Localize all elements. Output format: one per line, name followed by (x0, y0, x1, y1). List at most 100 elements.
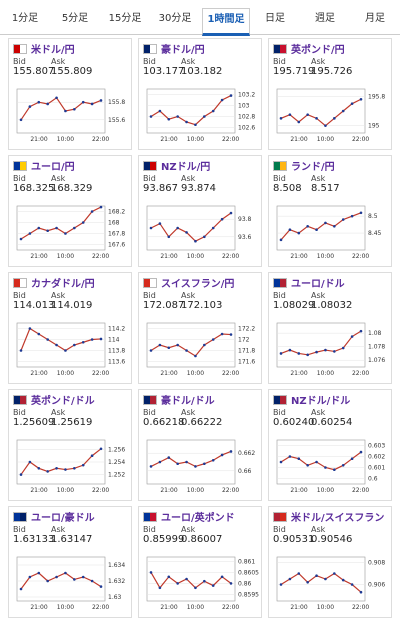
quote-card[interactable]: NZドル/円 Bid Ask 93.867 93.874 93.8 93.6 21:00 10:… (138, 155, 262, 267)
ask-price: 172.103 (181, 300, 223, 311)
ask-price: 103.182 (181, 66, 223, 77)
mini-chart: 1.256 1.254 1.252 21:00 10:00 22:00 (16, 439, 125, 494)
price-point (176, 582, 179, 585)
tab[interactable]: 1時間足 (202, 8, 250, 36)
price-point (73, 578, 76, 581)
tab[interactable]: 週足 (315, 13, 335, 24)
quote-card[interactable]: ランド/円 Bid Ask 8.508 8.517 8.5 8.45 21:00 10:00 22… (268, 155, 392, 267)
price-point (324, 348, 327, 352)
price-point (211, 338, 215, 341)
price-point (73, 466, 76, 470)
tab[interactable]: 日足 (265, 13, 285, 24)
quote-card[interactable]: 英ポンド/円 Bid Ask 195.719 195.726 195.8 195 21:00 1… (268, 38, 392, 150)
price-point (315, 117, 318, 120)
x-tick-label: 10:00 (187, 487, 204, 494)
quote-card[interactable]: ユーロ/豪ドル Bid Ask 1.63133 1.63147 1.634 1.632 1.6… (8, 506, 132, 618)
flag-icon (273, 44, 287, 54)
y-tick-label: 0.861 (238, 558, 255, 565)
price-point (149, 465, 153, 468)
y-tick-label: 167.6 (108, 242, 125, 249)
tab[interactable]: 5分足 (61, 13, 89, 24)
tab[interactable]: 30分足 (158, 13, 192, 24)
bid-label: Bid (13, 408, 26, 417)
price-point (99, 205, 103, 209)
x-tick-label: 21:00 (160, 604, 177, 611)
price-point (333, 350, 336, 353)
price-point (194, 354, 197, 358)
chart-frame (146, 439, 236, 485)
flag-icon (13, 161, 27, 171)
ask-label: Ask (181, 174, 196, 183)
y-tick-label: 168.2 (108, 209, 125, 216)
tab[interactable]: 1分足 (11, 13, 39, 24)
quote-card[interactable]: 米ドル/円 Bid Ask 155.807 155.809 155.8 155.6 21:00… (8, 38, 132, 150)
chart-frame (16, 88, 106, 134)
ask-price: 1.25619 (51, 417, 93, 428)
quote-card[interactable]: 豪ドル/ドル Bid Ask 0.66218 0.66222 0.662 0.66 21:00… (138, 389, 262, 501)
price-point (279, 238, 283, 242)
price-point (185, 577, 188, 581)
price-line (280, 451, 362, 471)
price-line (150, 450, 232, 468)
price-point (315, 574, 318, 577)
quote-card[interactable]: 米ドル/スイスフラン Bid Ask 0.90531 0.90546 0.908 0.906… (268, 506, 392, 618)
price-line (150, 95, 232, 126)
price-point (149, 349, 153, 352)
price-point (350, 102, 354, 105)
price-point (211, 584, 215, 587)
quote-card[interactable]: NZドル/ドル Bid Ask 0.60240 0.60254 0.603 0.602 0.6… (268, 389, 392, 501)
x-tick-label: 10:00 (317, 253, 334, 260)
chart-frame (276, 205, 366, 251)
price-point (306, 113, 309, 116)
quote-card[interactable]: スイスフラン/円 Bid Ask 172.087 172.103 172.2 172 171.… (138, 272, 262, 384)
mini-chart: 172.2 172 171.8 171.6 21:00 10:00 22:00 (146, 322, 255, 377)
price-point (220, 217, 224, 221)
x-tick-label: 10:00 (57, 370, 74, 377)
y-tick-label: 102.8 (238, 114, 255, 121)
flag-icon (273, 161, 287, 171)
y-tick-label: 1.078 (368, 344, 385, 351)
price-point (46, 338, 49, 341)
bid-price: 0.60240 (273, 417, 315, 428)
price-point (99, 447, 103, 451)
mini-chart: 1.08 1.078 1.076 21:00 10:00 22:00 (276, 322, 385, 377)
flag-icon (143, 44, 157, 54)
bid-label: Bid (143, 57, 156, 66)
x-tick-label: 10:00 (187, 370, 204, 377)
y-tick-label: 172 (238, 337, 250, 344)
price-point (350, 335, 354, 338)
x-tick-label: 21:00 (160, 136, 177, 143)
tab[interactable]: 15分足 (108, 13, 142, 24)
price-point (90, 338, 94, 341)
price-point (37, 100, 41, 104)
price-point (90, 210, 94, 213)
ask-label: Ask (51, 174, 66, 183)
price-point (203, 462, 206, 466)
quote-card[interactable]: カナダドル/円 Bid Ask 114.013 114.019 114.2 114 113.8… (8, 272, 132, 384)
ask-price: 8.517 (311, 183, 340, 194)
flag-icon (13, 44, 27, 54)
chart-frame (276, 88, 366, 134)
quote-card[interactable]: ユーロ/英ポンド Bid Ask 0.85999 0.86007 0.861 0.8605 0… (138, 506, 262, 618)
price-point (28, 232, 32, 235)
quote-card[interactable]: 豪ドル/円 Bid Ask 103.177 103.182 103.2 103 102.8 10… (138, 38, 262, 150)
price-point (149, 226, 153, 230)
price-point (315, 460, 318, 464)
bid-label: Bid (273, 57, 286, 66)
y-tick-label: 8.5 (368, 213, 378, 220)
quote-card[interactable]: ユーロ/ドル Bid Ask 1.08029 1.08032 1.08 1.078 1.076… (268, 272, 392, 384)
price-point (64, 109, 67, 113)
quote-card[interactable]: 英ポンド/ドル Bid Ask 1.25609 1.25619 1.256 1.254 1.2… (8, 389, 132, 501)
price-point (81, 575, 85, 579)
tab[interactable]: 月足 (365, 13, 385, 24)
chart-frame (146, 322, 236, 368)
price-point (176, 462, 179, 466)
y-tick-label: 168 (108, 220, 120, 227)
x-tick-label: 22:00 (92, 604, 109, 611)
price-point (158, 460, 162, 464)
quote-card[interactable]: ユーロ/円 Bid Ask 168.325 168.329 168.2 168 167.8 16… (8, 155, 132, 267)
price-point (297, 572, 301, 575)
price-point (167, 117, 171, 121)
price-point (306, 353, 309, 357)
x-tick-label: 22:00 (222, 136, 239, 143)
